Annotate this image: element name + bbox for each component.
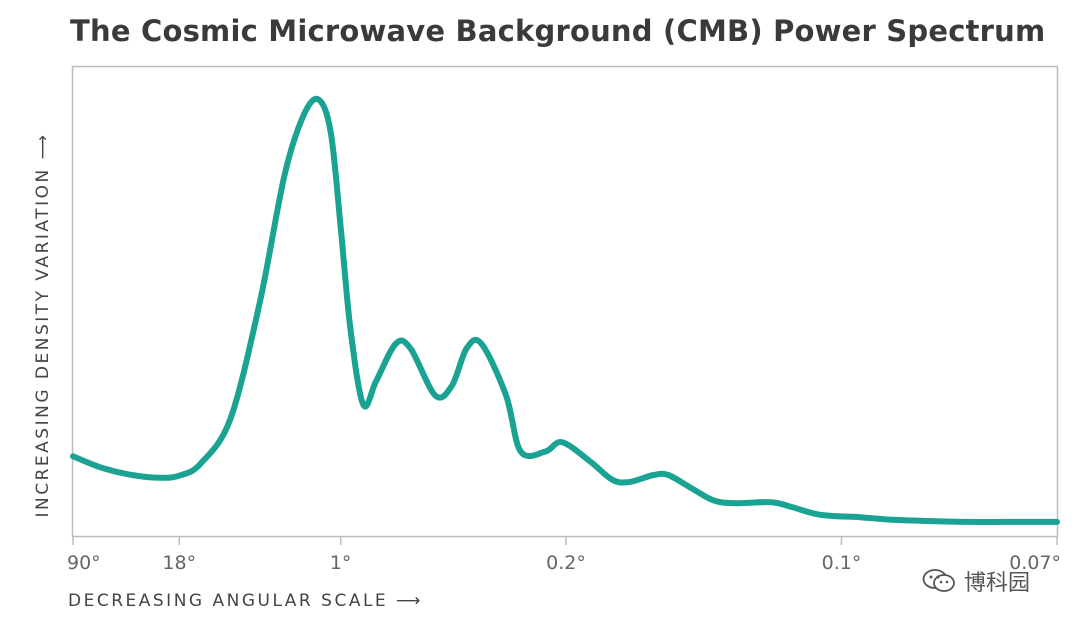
x-tick-label: 18° <box>162 552 196 574</box>
x-axis-label: DECREASING ANGULAR SCALE ⟶ <box>68 591 423 611</box>
cmb-spectrum-line <box>70 95 1060 525</box>
plot-frame <box>71 65 1059 538</box>
watermark-text: 博科园 <box>964 571 1031 596</box>
x-axis-ticks: 90° 18° 1° 0.2° 0.1° 0.07° <box>67 536 1061 574</box>
y-axis-label: INCREASING DENSITY VARIATION ⟶ <box>33 133 53 518</box>
chart-title: The Cosmic Microwave Background (CMB) Po… <box>70 14 1046 48</box>
x-tick-label: 1° <box>330 552 352 574</box>
x-tick-label: 0.1° <box>822 552 862 574</box>
x-tick-label: 90° <box>67 552 101 574</box>
wechat-icon <box>922 569 955 592</box>
x-tick-label: 0.07° <box>1009 552 1061 574</box>
x-tick-label: 0.2° <box>546 552 586 574</box>
cmb-spectrum-points <box>71 98 1059 524</box>
watermark: 博科园 <box>922 565 1030 597</box>
